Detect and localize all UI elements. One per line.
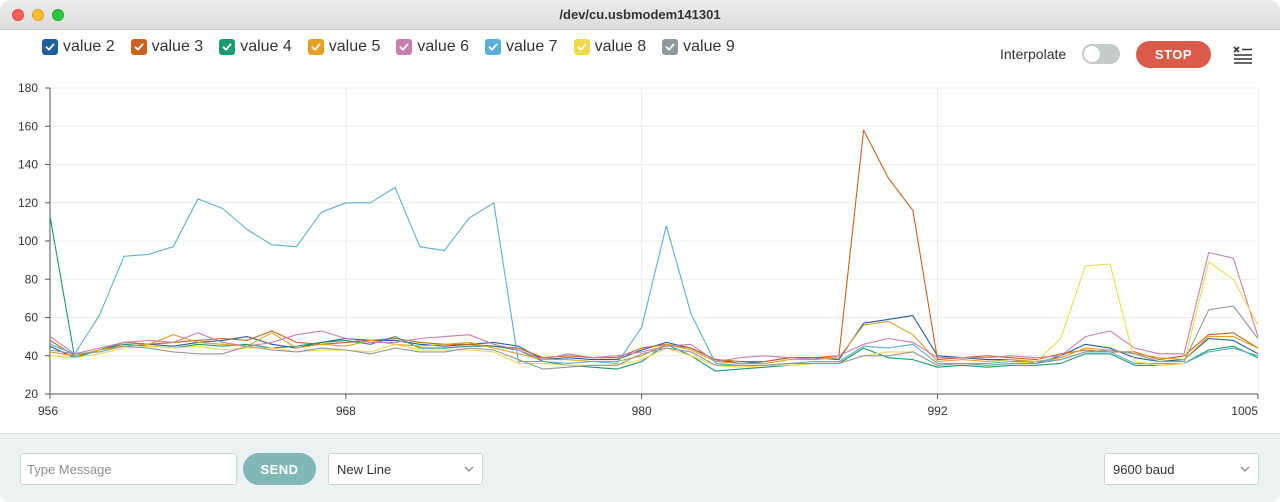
window-title: /dev/cu.usbmodem141301	[559, 7, 721, 22]
series-legend: value 2 value 3 value 4 value 5 value 6 value…	[42, 36, 751, 58]
title-bar: /dev/cu.usbmodem141301	[0, 0, 1280, 30]
checkbox-icon[interactable]	[484, 39, 501, 55]
x-tick-label: 980	[632, 404, 652, 418]
checkbox-icon[interactable]	[573, 39, 590, 55]
maximize-window-button[interactable]	[52, 9, 64, 21]
send-button[interactable]: SEND	[243, 453, 316, 485]
y-tick-label: 100	[18, 234, 38, 248]
chevron-down-icon	[1240, 466, 1250, 472]
clear-list-icon[interactable]	[1232, 44, 1254, 64]
series-line-value-9	[49, 305, 1259, 370]
y-tick-label: 20	[25, 387, 39, 401]
y-tick-label: 180	[18, 81, 38, 95]
checkbox-icon[interactable]	[662, 39, 679, 55]
y-tick-label: 80	[25, 272, 39, 286]
checkbox-icon[interactable]	[307, 39, 324, 55]
baud-rate-select[interactable]: 9600 baud	[1104, 453, 1259, 485]
baud-rate-value: 9600 baud	[1113, 461, 1175, 477]
stop-button[interactable]: STOP	[1136, 41, 1211, 68]
legend-label: value 8	[594, 38, 647, 55]
legend-label: value 6	[417, 38, 469, 55]
interpolate-toggle[interactable]	[1082, 44, 1120, 64]
y-tick-label: 40	[25, 349, 39, 363]
series-line-value-5	[49, 320, 1259, 364]
toggle-knob	[1084, 46, 1100, 62]
legend-item-value-7[interactable]: value 7	[484, 38, 558, 56]
x-tick-label: 992	[927, 404, 947, 418]
interpolate-label: Interpolate	[1000, 46, 1067, 62]
checkbox-icon[interactable]	[42, 39, 58, 55]
close-window-button[interactable]	[12, 9, 24, 21]
legend-label: value 5	[328, 38, 381, 55]
y-tick-label: 140	[18, 158, 38, 172]
series-line-value-4	[49, 216, 1259, 372]
y-tick-label: 60	[25, 311, 39, 325]
series-line-value-3	[49, 129, 1259, 363]
line-ending-value: New Line	[337, 461, 392, 477]
checkbox-icon[interactable]	[219, 39, 236, 55]
message-bar: SEND New Line 9600 baud	[0, 433, 1280, 502]
line-chart: 20 40 60 80 100 120 140 160 180 956 968 980 992 1005	[18, 81, 1259, 418]
legend-item-value-2[interactable]: value 2	[42, 38, 115, 56]
legend-label: value 2	[63, 38, 115, 55]
message-input[interactable]	[20, 453, 237, 485]
line-ending-select[interactable]: New Line	[328, 453, 483, 485]
chevron-down-icon	[464, 466, 474, 472]
y-tick-label: 120	[18, 196, 38, 210]
legend-label: value 9	[683, 38, 735, 55]
x-tick-label: 968	[336, 404, 356, 418]
legend-item-value-4[interactable]: value 4	[219, 38, 292, 56]
legend-label: value 7	[505, 38, 558, 55]
minimize-window-button[interactable]	[32, 9, 44, 21]
y-tick-label: 160	[18, 119, 38, 133]
legend-item-value-8[interactable]: value 8	[573, 38, 647, 56]
legend-item-value-3[interactable]: value 3	[130, 38, 204, 56]
series-line-value-8	[49, 261, 1259, 368]
legend-label: value 3	[151, 38, 204, 55]
x-tick-label: 1005	[1231, 404, 1258, 418]
legend-item-value-5[interactable]: value 5	[307, 38, 381, 56]
legend-item-value-9[interactable]: value 9	[662, 38, 735, 56]
series-line-value-6	[49, 251, 1259, 363]
checkbox-icon[interactable]	[130, 39, 147, 55]
x-tick-label: 956	[38, 404, 58, 418]
legend-label: value 4	[240, 38, 292, 55]
legend-item-value-6[interactable]: value 6	[396, 38, 469, 56]
checkbox-icon[interactable]	[396, 39, 413, 55]
